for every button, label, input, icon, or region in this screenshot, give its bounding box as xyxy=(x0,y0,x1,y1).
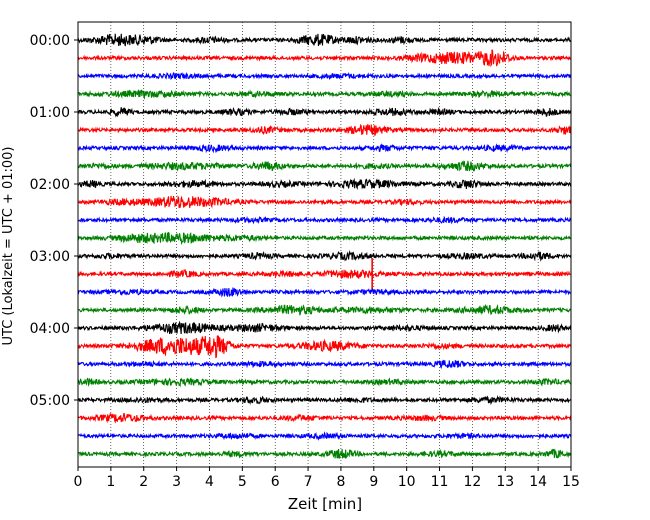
x-tick-label: 3 xyxy=(172,474,181,490)
axes-frame xyxy=(77,21,572,468)
trace-0015 xyxy=(77,49,572,68)
y-tick-label: 00:00 xyxy=(30,33,70,49)
grid-lines xyxy=(110,22,539,467)
trace-0515 xyxy=(77,412,572,424)
x-tick-label: 7 xyxy=(304,474,313,490)
x-axis-label: Zeit [min] xyxy=(288,495,362,513)
x-tick-label: 0 xyxy=(74,474,83,490)
x-axis: 0 1 2 3 4 5 6 7 8 9 10 11 12 13 14 15 xyxy=(74,467,580,490)
trace-0215 xyxy=(77,194,572,209)
trace-0030 xyxy=(77,72,572,81)
x-tick-label: 15 xyxy=(562,474,580,490)
trace-0130 xyxy=(77,143,572,154)
x-tick-label: 5 xyxy=(238,474,247,490)
x-tick-label: 14 xyxy=(529,474,547,490)
trace-0245 xyxy=(77,231,572,246)
trace-0200 xyxy=(77,177,572,190)
y-tick-label: 05:00 xyxy=(30,393,70,409)
x-tick-label: 8 xyxy=(336,474,345,490)
trace-0045 xyxy=(77,88,572,100)
trace-0430 xyxy=(77,359,572,370)
trace-0400 xyxy=(77,320,572,335)
x-tick-label: 4 xyxy=(205,474,214,490)
trace-0315 xyxy=(77,268,572,280)
y-tick-label: 04:00 xyxy=(30,321,70,337)
trace-0115 xyxy=(77,123,572,136)
y-tick-label: 03:00 xyxy=(30,249,70,265)
trace-0500 xyxy=(77,395,572,406)
y-axis-label: UTC (Lokalzeit = UTC + 01:00) xyxy=(1,147,16,346)
trace-0415 xyxy=(77,335,572,359)
x-tick-label: 2 xyxy=(139,474,148,490)
trace-0345 xyxy=(77,303,572,316)
trace-0445 xyxy=(77,377,572,388)
y-tick-label: 02:00 xyxy=(30,177,70,193)
trace-0230 xyxy=(77,215,572,225)
x-tick-label: 6 xyxy=(271,474,280,490)
seismogram-traces xyxy=(77,33,572,460)
x-tick-label: 9 xyxy=(369,474,378,490)
trace-0530 xyxy=(77,431,572,441)
y-axis: 00:00 01:00 02:00 03:00 04:00 05:00 xyxy=(30,33,78,409)
trace-0330 xyxy=(77,287,572,298)
x-tick-label: 12 xyxy=(463,474,481,490)
trace-0545 xyxy=(77,448,572,460)
trace-0300 xyxy=(77,249,572,262)
y-tick-label: 01:00 xyxy=(30,105,70,121)
x-tick-label: 11 xyxy=(431,474,449,490)
trace-0000 xyxy=(77,33,572,47)
trace-0145 xyxy=(77,160,572,172)
x-tick-label: 13 xyxy=(496,474,514,490)
x-tick-label: 10 xyxy=(398,474,416,490)
trace-0100 xyxy=(77,106,572,118)
x-tick-label: 1 xyxy=(106,474,115,490)
